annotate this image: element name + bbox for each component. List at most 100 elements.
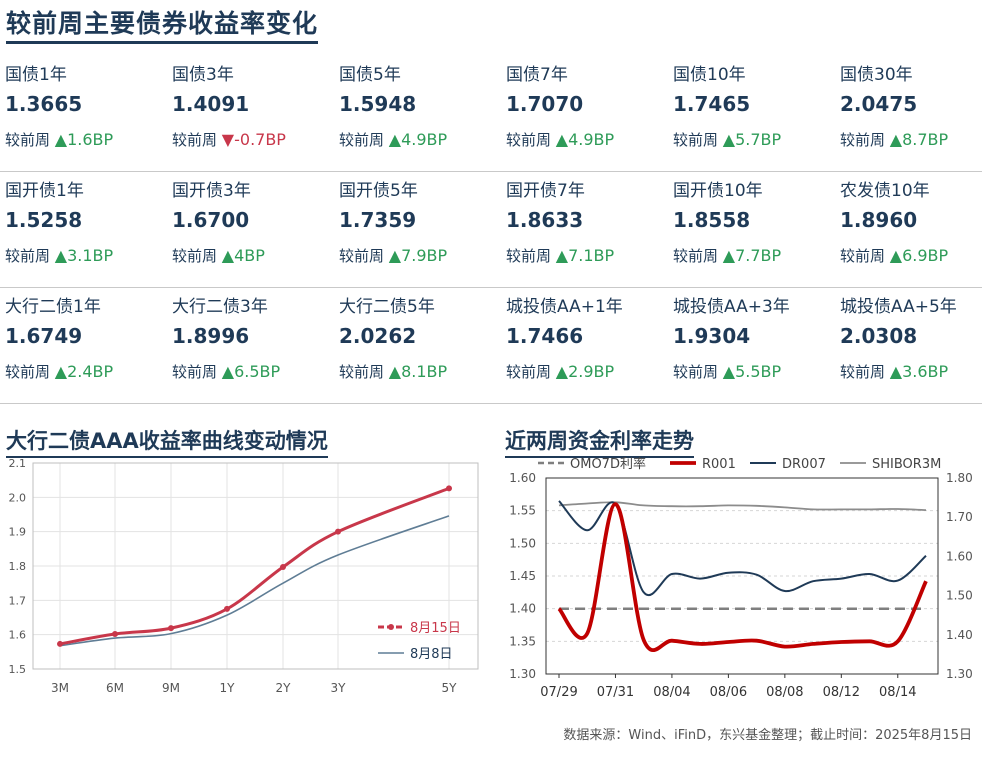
change-value: 1.6BP bbox=[67, 130, 114, 149]
change-value: 6.9BP bbox=[902, 246, 949, 265]
bond-change: 较前周 ▲8.1BP bbox=[339, 361, 447, 382]
y-left-tick-label: 1.50 bbox=[509, 536, 536, 550]
bond-yield: 2.0262 bbox=[339, 324, 417, 348]
change-label: 较前周 bbox=[840, 131, 886, 149]
legend-label: R001 bbox=[702, 457, 736, 472]
data-point bbox=[168, 625, 174, 632]
bond-yield: 1.6749 bbox=[5, 324, 83, 348]
change-label: 较前周 bbox=[506, 247, 552, 265]
triangle-up-icon: ▲ bbox=[889, 130, 903, 149]
bond-change: 较前周 ▲2.4BP bbox=[5, 361, 113, 382]
change-label: 较前周 bbox=[506, 363, 552, 381]
bond-change: 较前周 ▲5.7BP bbox=[673, 129, 781, 150]
x-tick-label: 3Y bbox=[331, 681, 347, 695]
change-value: 4.9BP bbox=[401, 130, 448, 149]
legend-label: 8月8日 bbox=[410, 647, 453, 662]
y-left-tick-label: 1.35 bbox=[509, 634, 536, 648]
change-label: 较前周 bbox=[172, 363, 218, 381]
bond-change: 较前周 ▲5.5BP bbox=[673, 361, 781, 382]
change-value: 2.4BP bbox=[67, 362, 114, 381]
bond-row: 大行二债1年 1.6749 较前周 ▲2.4BP 大行二债3年 1.8996 较前周 ▲6… bbox=[0, 288, 982, 404]
bond-yield: 1.8960 bbox=[840, 208, 918, 232]
curve-chart-title: 大行二债AAA收益率曲线变动情况 bbox=[6, 425, 328, 458]
change-value: -0.7BP bbox=[234, 130, 286, 149]
bond-yield: 1.7466 bbox=[506, 324, 584, 348]
y-tick-label: 1.8 bbox=[9, 560, 27, 573]
bond-change: 较前周 ▲4.9BP bbox=[506, 129, 614, 150]
y-tick-label: 1.7 bbox=[9, 594, 27, 607]
change-value: 7.7BP bbox=[735, 246, 782, 265]
bond-name: 城投债AA+3年 bbox=[673, 297, 790, 317]
bond-change: 较前周 ▲1.6BP bbox=[5, 129, 113, 150]
triangle-up-icon: ▲ bbox=[555, 246, 569, 265]
change-label: 较前周 bbox=[840, 247, 886, 265]
bond-name: 国债3年 bbox=[172, 65, 234, 85]
triangle-up-icon: ▲ bbox=[889, 246, 903, 265]
triangle-up-icon: ▲ bbox=[555, 130, 569, 149]
change-value: 8.7BP bbox=[902, 130, 949, 149]
bond-change: 较前周 ▲6.9BP bbox=[840, 245, 948, 266]
change-label: 较前周 bbox=[673, 131, 719, 149]
change-label: 较前周 bbox=[172, 247, 218, 265]
y-right-tick-label: 1.40 bbox=[946, 628, 973, 642]
series-line-2 bbox=[558, 500, 927, 596]
plot-frame bbox=[545, 477, 939, 675]
series-line-3 bbox=[558, 501, 927, 511]
bond-name: 农发债10年 bbox=[840, 181, 930, 201]
y-tick-label: 1.9 bbox=[9, 526, 27, 539]
bond-yield: 1.8558 bbox=[673, 208, 751, 232]
bond-yield: 2.0475 bbox=[840, 92, 918, 116]
bond-yield-grid: 国债1年 1.3665 较前周 ▲1.6BP 国债3年 1.4091 较前周 ▼-0.7B… bbox=[0, 56, 982, 404]
bond-change: 较前周 ▲2.9BP bbox=[506, 361, 614, 382]
change-label: 较前周 bbox=[840, 363, 886, 381]
x-tick-label: 6M bbox=[106, 681, 124, 695]
x-tick-label: 2Y bbox=[276, 681, 292, 695]
bond-row: 国债1年 1.3665 较前周 ▲1.6BP 国债3年 1.4091 较前周 ▼-0.7B… bbox=[0, 56, 982, 172]
data-point bbox=[335, 528, 341, 535]
change-label: 较前周 bbox=[339, 131, 385, 149]
bond-name: 大行二债5年 bbox=[339, 297, 435, 317]
bond-yield: 1.8996 bbox=[172, 324, 250, 348]
bond-yield: 1.5948 bbox=[339, 92, 417, 116]
y-left-tick-label: 1.30 bbox=[509, 667, 536, 681]
x-tick-label: 07/29 bbox=[540, 685, 577, 700]
bond-name: 城投债AA+1年 bbox=[506, 297, 623, 317]
bond-change: 较前周 ▲6.5BP bbox=[172, 361, 280, 382]
triangle-up-icon: ▲ bbox=[555, 362, 569, 381]
triangle-up-icon: ▲ bbox=[722, 246, 736, 265]
change-label: 较前周 bbox=[5, 131, 51, 149]
change-label: 较前周 bbox=[506, 131, 552, 149]
bond-change: 较前周 ▲3.1BP bbox=[5, 245, 113, 266]
bond-yield: 1.3665 bbox=[5, 92, 83, 116]
data-point bbox=[280, 564, 286, 571]
bond-name: 大行二债1年 bbox=[5, 297, 101, 317]
money-rate-chart-title: 近两周资金利率走势 bbox=[505, 425, 694, 458]
bond-yield: 1.7070 bbox=[506, 92, 584, 116]
bond-yield: 1.6700 bbox=[172, 208, 250, 232]
triangle-up-icon: ▲ bbox=[54, 362, 68, 381]
series-line-1 bbox=[557, 502, 928, 652]
change-value: 3.6BP bbox=[902, 362, 949, 381]
bond-yield: 2.0308 bbox=[840, 324, 918, 348]
change-value: 7.1BP bbox=[568, 246, 615, 265]
data-point bbox=[57, 640, 63, 647]
bond-change: 较前周 ▲3.6BP bbox=[840, 361, 948, 382]
page-title: 较前周主要债券收益率变化 bbox=[6, 4, 319, 44]
change-value: 5.5BP bbox=[735, 362, 782, 381]
bond-yield: 1.5258 bbox=[5, 208, 83, 232]
change-label: 较前周 bbox=[339, 363, 385, 381]
triangle-up-icon: ▲ bbox=[221, 246, 235, 265]
bond-yield: 1.4091 bbox=[172, 92, 250, 116]
triangle-up-icon: ▲ bbox=[221, 362, 235, 381]
bond-name: 国债7年 bbox=[506, 65, 568, 85]
x-tick-label: 1Y bbox=[220, 681, 236, 695]
legend-label: DR007 bbox=[782, 457, 826, 472]
yield-curve-chart: 1.5 1.6 1.7 1.8 1.9 2.0 2.1 3M 6M 9M 1Y 2Y 3Y 5Y 8月15日… bbox=[9, 457, 479, 695]
data-point bbox=[446, 485, 452, 492]
bond-name: 国开债7年 bbox=[506, 181, 585, 201]
bond-name: 国债10年 bbox=[673, 65, 746, 85]
change-label: 较前周 bbox=[339, 247, 385, 265]
bond-yield: 1.8633 bbox=[506, 208, 584, 232]
change-label: 较前周 bbox=[5, 363, 51, 381]
bond-change: 较前周 ▲4BP bbox=[172, 245, 265, 266]
